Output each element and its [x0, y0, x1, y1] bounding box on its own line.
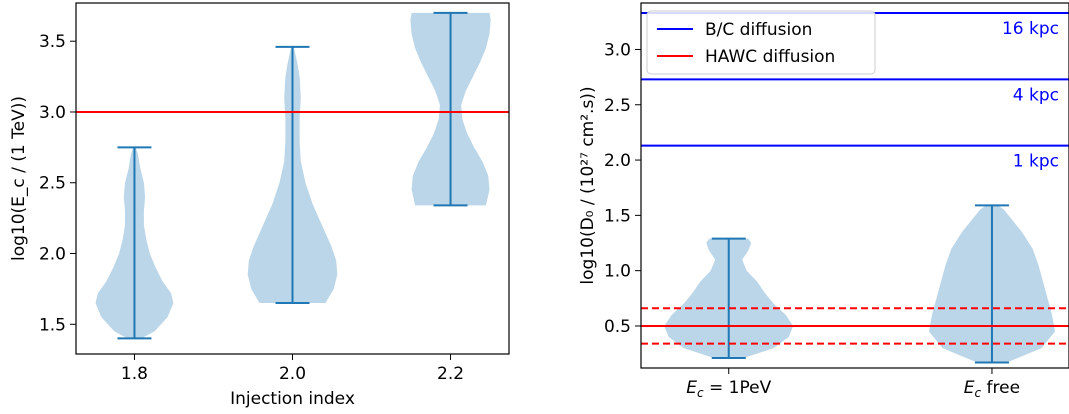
hline-label-2-1: 16 kpc — [1002, 19, 1059, 39]
x-tick-label-1-3: 2.2 — [437, 364, 464, 384]
x-tick-label-1-1: 1.8 — [121, 364, 148, 384]
x-tick-label-1-2: 2.0 — [279, 364, 306, 384]
hline-label-2-2: 4 kpc — [1013, 85, 1059, 105]
legend-label-1: B/C diffusion — [705, 20, 812, 40]
y-tick-label-1-1: 1.5 — [39, 315, 66, 335]
legend-label-2: HAWC diffusion — [705, 47, 835, 67]
y-tick-label-2-2: 1.0 — [604, 262, 631, 282]
y-tick-label-2-3: 1.5 — [604, 206, 631, 226]
x-tick-label-2-1: Ec = 1PeV — [686, 378, 771, 400]
y-axis-label-1: log10(E_c / (1 TeV)) — [9, 96, 29, 261]
y-tick-label-2-5: 2.5 — [604, 96, 631, 116]
hline-label-2-3: 1 kpc — [1013, 152, 1059, 172]
plot-frame-2 — [640, 2, 1069, 369]
y-tick-label-2-1: 0.5 — [604, 317, 631, 337]
x-tick-label-2-2: Ec free — [964, 378, 1020, 400]
y-axis-label-2: log10(D₀ / (10²⁷ cm².s)) — [578, 86, 598, 284]
y-tick-label-1-3: 2.5 — [39, 174, 66, 194]
y-tick-label-1-4: 3.0 — [39, 103, 66, 123]
x-axis-label-1: Injection index — [230, 389, 355, 409]
y-tick-label-1-5: 3.5 — [39, 32, 66, 52]
legend-box — [646, 10, 876, 75]
y-tick-label-2-4: 2.0 — [604, 151, 631, 171]
y-tick-label-2-6: 3.0 — [604, 40, 631, 60]
y-tick-label-1-2: 2.0 — [39, 245, 66, 265]
